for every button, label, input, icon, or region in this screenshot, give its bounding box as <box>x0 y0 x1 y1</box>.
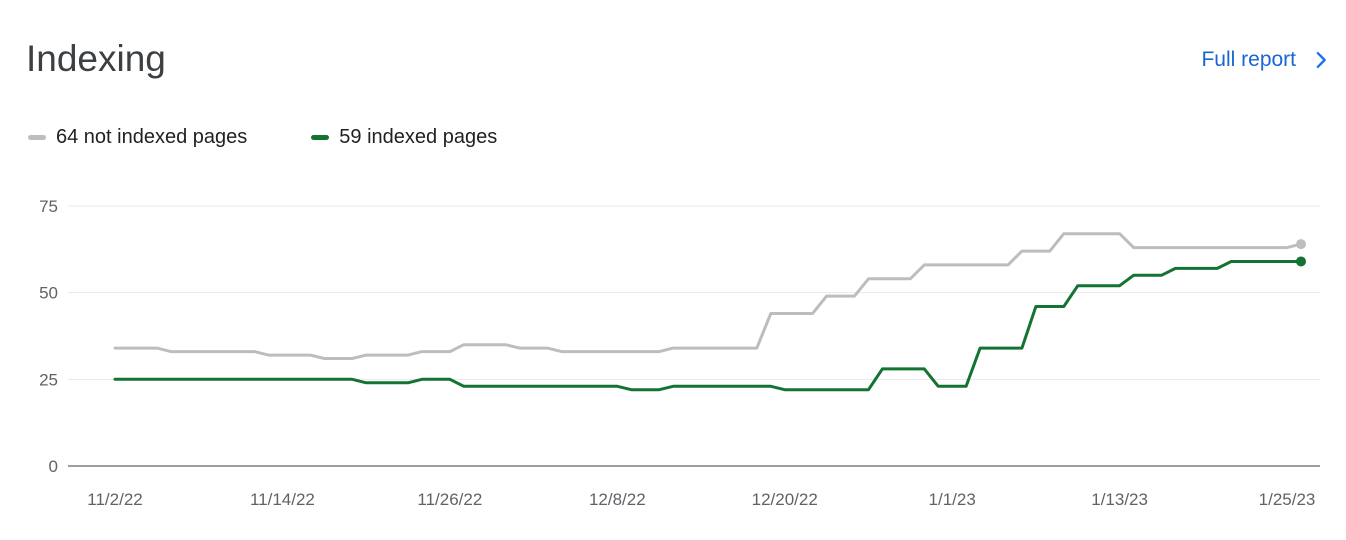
chart-legend: 64 not indexed pages 59 indexed pages <box>28 126 561 149</box>
x-tick-label: 11/26/22 <box>417 490 482 509</box>
y-tick-label-50: 50 <box>39 284 58 303</box>
full-report-link[interactable]: Full report <box>1201 48 1332 72</box>
legend-swatch-indexed <box>311 135 330 140</box>
y-tick-label-0: 0 <box>49 457 58 476</box>
x-tick-label: 1/1/23 <box>929 490 976 509</box>
legend-swatch-not-indexed <box>28 135 46 140</box>
legend-item-indexed[interactable]: 59 indexed pages <box>311 126 497 149</box>
legend-item-not-indexed[interactable]: 64 not indexed pages <box>28 126 247 149</box>
chevron-right-icon <box>1316 52 1326 68</box>
y-tick-label-75: 75 <box>39 197 58 216</box>
series-line-indexed <box>113 260 1303 392</box>
x-tick-label: 1/25/23 <box>1259 490 1316 509</box>
page-title: Indexing <box>26 38 166 79</box>
series-endpoint-not-indexed <box>1296 239 1306 250</box>
x-tick-label: 12/8/22 <box>589 490 646 509</box>
x-tick-label: 12/20/22 <box>752 490 818 509</box>
legend-label-indexed: 59 indexed pages <box>339 126 498 148</box>
x-tick-label: 11/14/22 <box>250 490 315 509</box>
x-tick-label: 11/2/22 <box>87 490 142 509</box>
full-report-label: Full report <box>1201 48 1296 71</box>
y-tick-label-25: 25 <box>39 370 58 389</box>
x-tick-label: 1/13/23 <box>1091 490 1148 509</box>
series-line-not-indexed <box>113 232 1303 360</box>
legend-label-not-indexed: 64 not indexed pages <box>56 126 248 148</box>
series-endpoint-indexed <box>1296 256 1306 267</box>
